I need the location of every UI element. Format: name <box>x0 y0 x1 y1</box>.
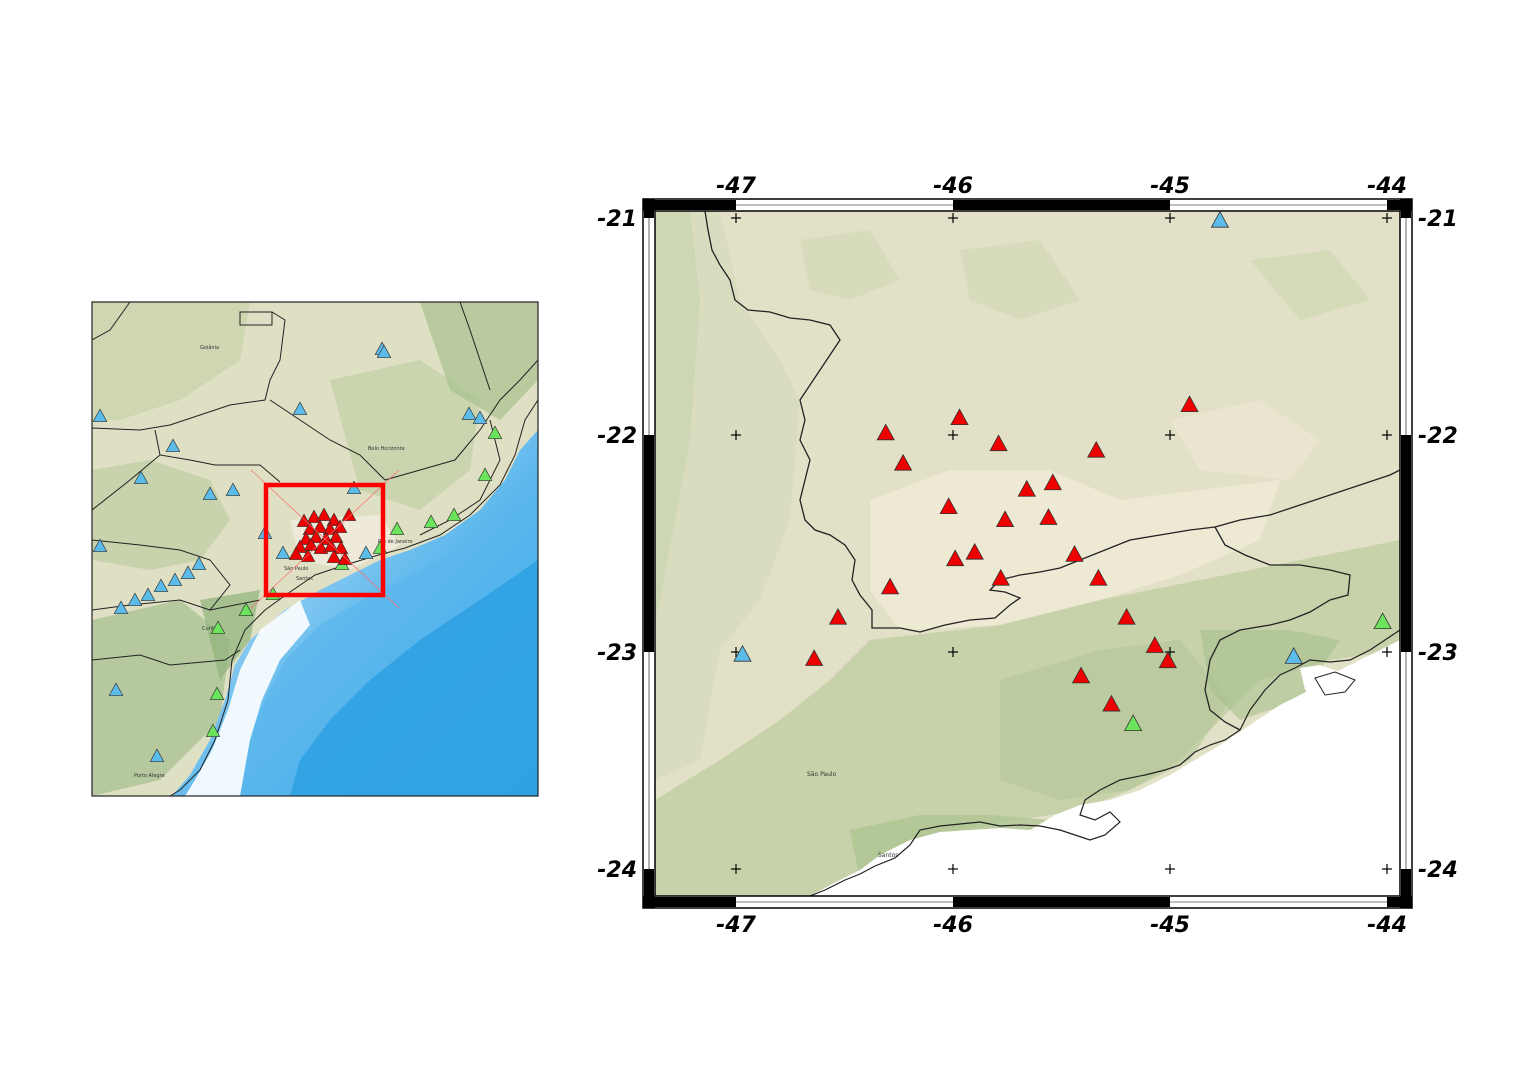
lon-label-bottom-44: -44 <box>1367 913 1407 938</box>
station-marker-blue <box>1210 211 1230 228</box>
station-marker-red <box>989 434 1008 452</box>
lat-label-left-23: -23 <box>597 641 637 666</box>
station-marker-red <box>945 549 965 567</box>
lat-label-right-24: -24 <box>1418 858 1458 883</box>
inset-label-goiania: Goiânia <box>200 344 219 351</box>
inset-label-belo-horizonte: Belo Horizonte <box>368 446 405 452</box>
main-state-border-rj <box>1204 526 1351 731</box>
main-label-sao-paulo: São Paulo <box>807 771 837 778</box>
station-marker-red <box>1180 395 1199 413</box>
station-marker-red <box>939 497 958 515</box>
lat-label-right-23: -23 <box>1418 641 1458 666</box>
station-marker-red <box>1117 607 1136 625</box>
inset-map: Goiânia Belo Horizonte São Paulo Santos … <box>91 301 539 797</box>
lon-label-top-46: -46 <box>933 174 973 199</box>
inset-borders <box>92 302 538 666</box>
station-marker-red <box>1158 651 1178 669</box>
main-stations <box>733 211 1392 732</box>
lon-label-top-44: -44 <box>1367 174 1407 199</box>
station-marker-red <box>1043 473 1062 491</box>
main-grid-crosses <box>731 213 1392 874</box>
station-marker-red <box>995 510 1015 528</box>
station-marker-blue <box>733 644 752 662</box>
inset-label-sao-paulo: São Paulo <box>284 566 308 572</box>
main-map: São Paulo Santos <box>597 174 1458 938</box>
station-marker-red <box>1102 694 1121 712</box>
lat-label-right-22: -22 <box>1418 424 1458 449</box>
lon-label-bottom-46: -46 <box>933 913 973 938</box>
inset-coastline <box>169 399 538 796</box>
inset-study-area-box <box>250 469 400 609</box>
inset-label-rio-de-janeiro: Rio de Janeiro <box>378 539 413 545</box>
main-lat-labels-right: -21 -22 -23 -24 <box>1418 207 1458 883</box>
station-marker-red <box>828 607 848 625</box>
station-marker-red <box>876 423 895 441</box>
station-marker-red <box>1087 440 1106 458</box>
station-marker-red <box>1039 508 1058 525</box>
inset-frame <box>91 301 539 797</box>
station-marker-red <box>1145 636 1164 653</box>
station-marker-red <box>1071 666 1091 684</box>
station-marker-red <box>1017 479 1036 497</box>
station-marker-green <box>1123 714 1143 732</box>
main-state-border <box>704 211 1400 633</box>
lon-label-top-47: -47 <box>716 174 756 199</box>
main-coastline <box>809 629 1400 896</box>
lat-label-left-21: -21 <box>597 207 637 232</box>
main-label-santos: Santos <box>878 852 898 859</box>
main-lon-labels-bottom: -47 -46 -45 -44 <box>716 913 1407 938</box>
inset-label-curitiba: Curitiba <box>202 626 222 632</box>
station-marker-red <box>1065 545 1084 562</box>
lon-label-bottom-45: -45 <box>1150 913 1190 938</box>
station-marker-red <box>1089 568 1108 586</box>
inset-label-santos: Santos <box>296 576 313 582</box>
main-lat-labels-left: -21 -22 -23 -24 <box>597 207 637 883</box>
lat-label-left-22: -22 <box>597 424 637 449</box>
lon-label-bottom-47: -47 <box>716 913 756 938</box>
lat-label-left-24: -24 <box>597 858 637 883</box>
station-marker-blue <box>1284 647 1303 664</box>
station-marker-red <box>880 577 900 595</box>
station-marker-red <box>804 649 824 666</box>
station-marker-red <box>950 408 969 426</box>
station-marker-red <box>991 568 1010 586</box>
lat-label-right-21: -21 <box>1418 207 1458 232</box>
station-marker-green <box>1373 612 1392 630</box>
main-map-frame <box>642 198 1413 909</box>
main-lon-labels-top: -47 -46 -45 -44 <box>716 174 1407 199</box>
main-ocean <box>810 640 1400 896</box>
lon-label-top-45: -45 <box>1150 174 1190 199</box>
station-marker-red <box>893 453 913 471</box>
station-marker-red <box>965 542 984 560</box>
inset-label-porto-alegre: Porto Alegre <box>134 773 165 779</box>
